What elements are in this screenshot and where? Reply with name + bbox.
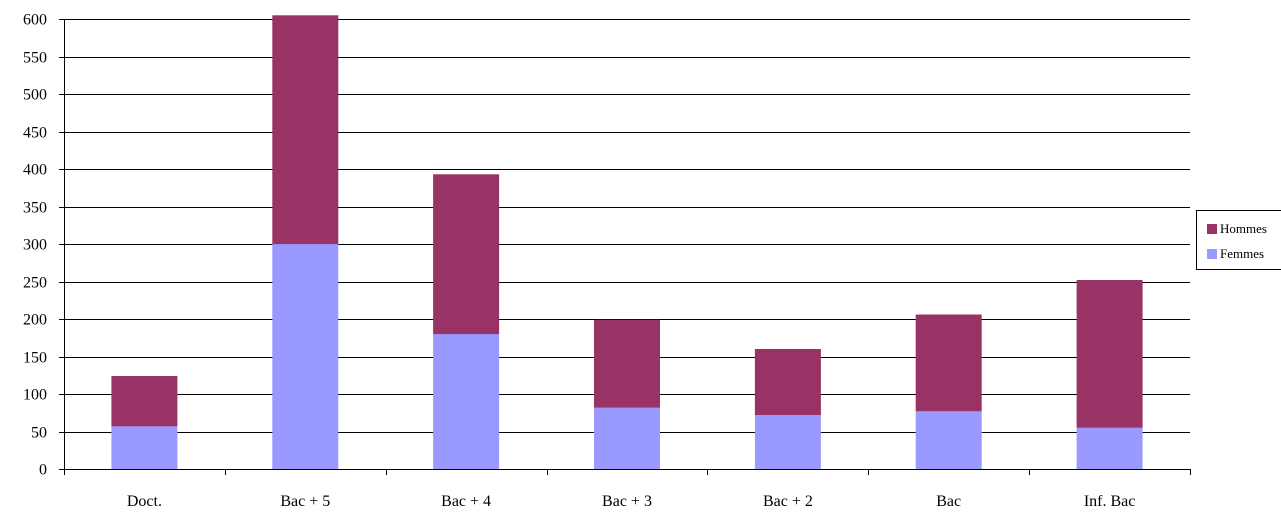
y-tick-label: 550 bbox=[23, 50, 47, 67]
y-tick-label: 600 bbox=[23, 12, 47, 29]
y-tick-labels: 0 50 100 150 200 250 300 350 400 450 500 550 600 bbox=[23, 12, 47, 479]
y-tick-label: 100 bbox=[23, 387, 47, 404]
x-tick-label: Doct. bbox=[127, 493, 162, 510]
bar-femmes-1 bbox=[272, 244, 339, 469]
legend-swatch-femmes bbox=[1207, 249, 1217, 259]
y-tick-label: 400 bbox=[23, 162, 47, 179]
y-tick-label: 350 bbox=[23, 200, 47, 217]
y-tick-label: 50 bbox=[31, 425, 47, 442]
legend-item-femmes: Femmes bbox=[1207, 247, 1264, 261]
x-tick-label: Bac + 3 bbox=[602, 493, 652, 510]
legend-label-hommes: Hommes bbox=[1220, 221, 1267, 236]
bar-femmes-2 bbox=[433, 334, 500, 469]
bar-hommes-3 bbox=[594, 319, 660, 408]
bar-femmes-5 bbox=[915, 411, 982, 470]
x-tick-label: Inf. Bac bbox=[1084, 493, 1136, 510]
bar-hommes-0 bbox=[111, 376, 178, 427]
y-tick-label: 300 bbox=[23, 237, 47, 254]
x-tick-label: Bac + 4 bbox=[441, 493, 491, 510]
y-tick-label: 250 bbox=[23, 275, 47, 292]
legend-item-hommes: Hommes bbox=[1207, 222, 1267, 236]
bar-femmes-3 bbox=[594, 407, 660, 469]
x-tick-labels: Doct. Bac + 5 Bac + 4 Bac + 3 Bac + 2 Bac Inf.… bbox=[127, 493, 1136, 510]
bar-femmes-4 bbox=[754, 415, 821, 469]
bar-hommes-5 bbox=[915, 314, 982, 412]
legend-swatch-hommes bbox=[1207, 224, 1217, 234]
x-tick-label: Bac + 5 bbox=[280, 493, 330, 510]
bars bbox=[111, 15, 1143, 470]
bar-hommes-4 bbox=[754, 349, 821, 415]
y-tick-label: 0 bbox=[39, 462, 47, 479]
axes bbox=[59, 19, 1191, 475]
bar-hommes-2 bbox=[433, 174, 500, 335]
bar-femmes-0 bbox=[111, 426, 178, 470]
y-tick-label: 500 bbox=[23, 87, 47, 104]
bar-femmes-6 bbox=[1076, 427, 1143, 470]
bar-hommes-6 bbox=[1076, 280, 1143, 428]
y-tick-label: 200 bbox=[23, 312, 47, 329]
x-tick-label: Bac bbox=[936, 493, 961, 510]
legend-label-femmes: Femmes bbox=[1220, 246, 1265, 261]
y-tick-label: 450 bbox=[23, 125, 47, 142]
x-tick-label: Bac + 2 bbox=[763, 493, 813, 510]
gridlines bbox=[64, 19, 1190, 433]
bar-hommes-1 bbox=[272, 15, 339, 245]
y-tick-label: 150 bbox=[23, 350, 47, 367]
legend: Hommes Femmes bbox=[1196, 210, 1281, 270]
